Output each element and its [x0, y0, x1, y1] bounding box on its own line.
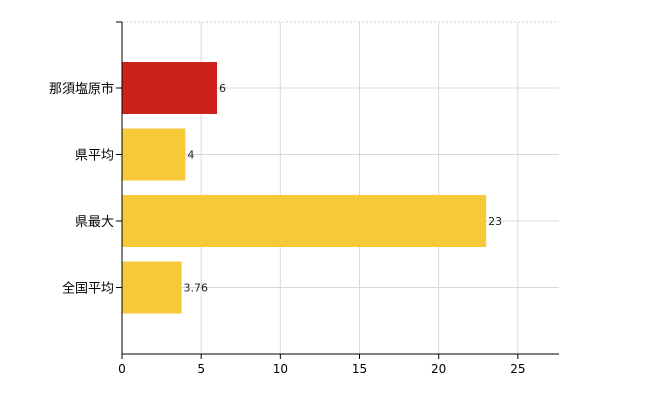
bar-value-label: 3.76 [184, 282, 209, 295]
category-label: 県平均 [75, 149, 114, 164]
bar [122, 62, 217, 114]
x-tick-label: 5 [197, 362, 205, 376]
bar-value-label: 6 [219, 82, 226, 95]
x-tick-label: 15 [352, 362, 367, 376]
axes [116, 21, 559, 359]
x-tick-label: 25 [510, 362, 525, 376]
bar [122, 195, 487, 247]
bar [122, 128, 186, 181]
x-tick-label: 10 [273, 362, 288, 376]
bar-value-label: 4 [187, 149, 194, 162]
category-label: 全国平均 [62, 281, 114, 297]
bar [122, 261, 182, 314]
x-tick-label: 0 [118, 362, 126, 376]
category-label: 県最大 [75, 215, 114, 230]
bar-value-label: 23 [488, 215, 502, 228]
category-label: 那須塩原市 [49, 81, 114, 97]
bars [122, 62, 487, 314]
x-tick-label: 20 [431, 362, 446, 376]
